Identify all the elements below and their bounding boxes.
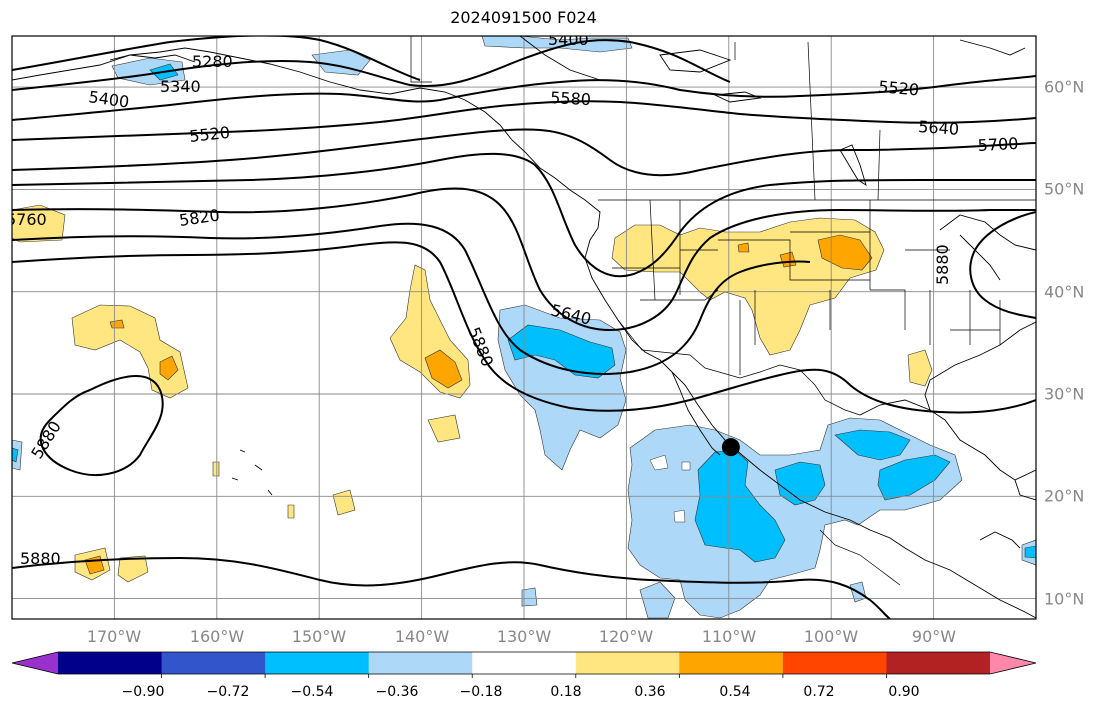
colorbar-segment: [58, 652, 163, 674]
map-frame: [11, 35, 1037, 620]
colorbar-extend-max: [990, 652, 1036, 674]
colorbar-tick-label: −0.54: [290, 684, 334, 700]
colorbar-segment: [368, 652, 473, 674]
colorbar-tick-label: 0.90: [888, 684, 920, 700]
colorbar-extend-min: [12, 652, 58, 674]
contour-label: 5880: [933, 244, 952, 285]
colorbar: [11, 651, 1037, 678]
colorbar-tick-label: 0.36: [634, 684, 666, 700]
lon-tick-label: 100°W: [803, 627, 859, 646]
contour-label: 5640: [918, 117, 960, 139]
contour-label: 5520: [878, 77, 920, 99]
lon-tick-label: 90°W: [911, 627, 957, 646]
colorbar-tick-label: −0.36: [375, 684, 419, 700]
colorbar-tick-label: −0.18: [459, 684, 503, 700]
contour-label: 5760: [6, 210, 47, 229]
colorbar-tick-label: 0.18: [550, 684, 582, 700]
lon-tick-label: 110°W: [701, 627, 757, 646]
lon-tick-label: 120°W: [598, 627, 654, 646]
colorbar-tick-label: 0.72: [803, 684, 835, 700]
map-area: 5280 5340 5400 5400 5520 5580 5520 5640 …: [6, 30, 1036, 619]
lat-tick-label: 10°N: [1044, 589, 1085, 609]
lon-tick-label: 170°W: [86, 627, 142, 646]
lat-tick-label: 30°N: [1044, 384, 1085, 404]
coastlines: [12, 36, 1036, 619]
colorbar-segment: [782, 652, 887, 674]
height-contours: [12, 36, 1036, 619]
contour-label: 5400: [548, 30, 589, 49]
colorbar-segment: [679, 652, 784, 674]
shading-holes: [649, 454, 691, 523]
contour-label: 5880: [20, 549, 61, 568]
lon-tick-label: 160°W: [189, 627, 245, 646]
contour-label: 5700: [977, 134, 1019, 155]
lat-tick-label: 40°N: [1044, 282, 1085, 302]
contour-label: 5340: [160, 77, 201, 96]
colorbar-segment: [575, 652, 680, 674]
lat-tick-label: 20°N: [1044, 486, 1085, 506]
political-borders: [410, 36, 1036, 586]
contour-label: 5580: [550, 88, 592, 109]
colorbar-outline: [11, 651, 1037, 675]
colorbar-segment: [265, 652, 370, 674]
colorbar-tick-label: 0.54: [719, 684, 751, 700]
contour-label: 5280: [192, 52, 233, 71]
lon-tick-label: 150°W: [291, 627, 347, 646]
lon-tick-label: 130°W: [496, 627, 552, 646]
colorbar-segment: [161, 652, 266, 674]
colorbar-tick-label: −0.72: [206, 684, 250, 700]
lon-tick-label: 140°W: [394, 627, 450, 646]
contour-label: 5520: [188, 123, 230, 146]
colorbar-segment: [886, 652, 991, 674]
colorbar-segment: [472, 652, 577, 674]
storm-center-marker: [721, 438, 740, 457]
lat-tick-label: 50°N: [1044, 179, 1085, 199]
map-title: 2024091500 F024: [450, 8, 597, 27]
colorbar-tick-label: −0.90: [121, 684, 165, 700]
lat-tick-label: 60°N: [1044, 77, 1085, 97]
shading-negative-medium: [12, 63, 1036, 563]
